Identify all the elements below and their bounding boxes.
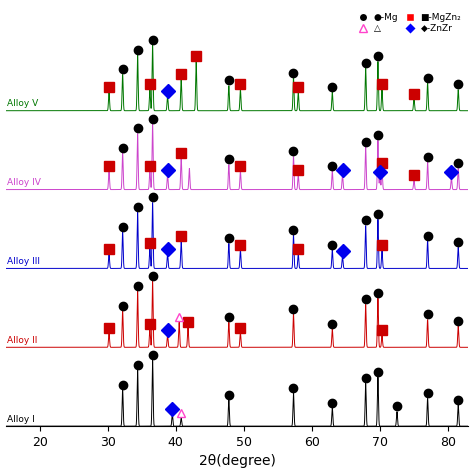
Legend: ●-Mg, △, ■-MgZn₂, ◆-ZnZr: ●-Mg, △, ■-MgZn₂, ◆-ZnZr	[352, 10, 464, 36]
Text: Alloy II: Alloy II	[7, 336, 37, 345]
Text: Alloy III: Alloy III	[7, 257, 40, 266]
Text: Alloy IV: Alloy IV	[7, 178, 41, 187]
X-axis label: 2θ(degree): 2θ(degree)	[199, 455, 275, 468]
Text: Alloy I: Alloy I	[7, 415, 35, 424]
Text: Alloy V: Alloy V	[7, 99, 38, 108]
